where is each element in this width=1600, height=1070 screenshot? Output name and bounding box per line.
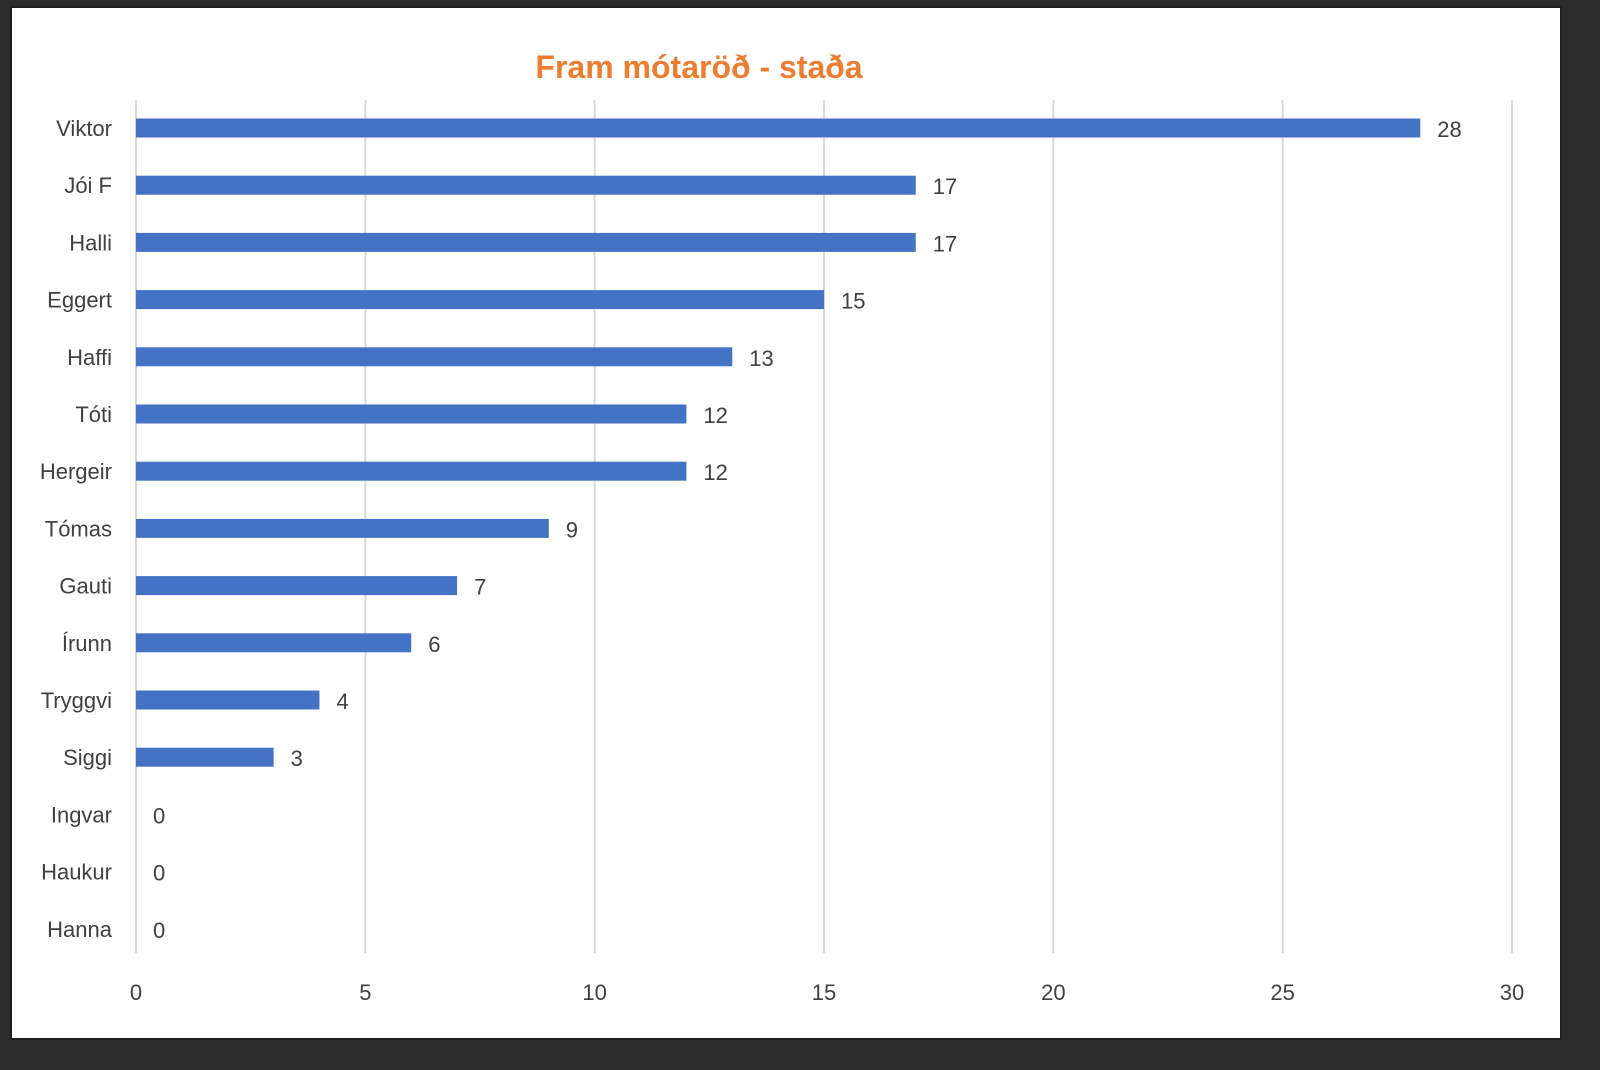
category-labels: Viktor Jói F Halli Eggert Haffi Tóti Hergeir Tó… — [40, 116, 113, 942]
bar — [136, 290, 824, 310]
bar — [136, 232, 916, 252]
bar — [136, 690, 320, 710]
x-axis-tick-labels: 0 5 10 15 20 25 30 — [130, 980, 1524, 1005]
x-tick-label: 30 — [1500, 980, 1524, 1005]
data-label: 3 — [291, 746, 303, 771]
data-label: 13 — [749, 346, 773, 371]
data-label: 17 — [933, 174, 957, 199]
data-label: 4 — [336, 689, 348, 714]
bar — [136, 118, 1421, 138]
category-label: Haffi — [67, 345, 112, 370]
x-tick-label: 5 — [359, 980, 371, 1005]
data-label: 0 — [153, 918, 165, 943]
category-label: Jói F — [64, 173, 112, 198]
category-label: Tóti — [75, 402, 112, 427]
data-label: 12 — [703, 460, 727, 485]
data-label: 6 — [428, 632, 440, 657]
data-label: 0 — [153, 861, 165, 886]
bar — [136, 518, 549, 538]
category-label: Hanna — [47, 917, 113, 942]
data-label: 15 — [841, 289, 865, 314]
x-tick-label: 25 — [1270, 980, 1294, 1005]
category-label: Halli — [69, 230, 112, 255]
bar — [136, 347, 733, 367]
category-label: Írunn — [62, 631, 112, 656]
bar — [136, 576, 458, 596]
chart-title: Fram mótaröð - staða — [535, 49, 862, 85]
data-label: 28 — [1437, 117, 1461, 142]
x-tick-label: 0 — [130, 980, 142, 1005]
x-tick-label: 10 — [582, 980, 606, 1005]
bar — [136, 175, 916, 195]
category-label: Eggert — [47, 288, 112, 313]
data-label: 0 — [153, 803, 165, 828]
category-label: Hergeir — [40, 459, 112, 484]
category-label: Ingvar — [51, 802, 112, 827]
bar-chart: Fram mótaröð - staða Viktor Jói F Halli Egg… — [40, 49, 1524, 1005]
x-tick-label: 15 — [812, 980, 836, 1005]
category-label: Tómas — [45, 516, 112, 541]
data-label: 9 — [566, 517, 578, 542]
data-label: 12 — [703, 403, 727, 428]
category-label: Tryggvi — [41, 688, 112, 713]
data-label: 17 — [933, 231, 957, 256]
data-label: 7 — [474, 575, 486, 600]
chart-area: Fram mótaröð - staða Viktor Jói F Halli Egg… — [10, 6, 1562, 1040]
bar — [136, 461, 687, 481]
category-label: Haukur — [41, 860, 112, 885]
x-tick-label: 20 — [1041, 980, 1065, 1005]
bar — [136, 633, 412, 653]
data-labels: 28 17 17 15 13 12 12 9 7 6 4 3 0 0 0 — [153, 117, 1462, 943]
bar — [136, 747, 274, 767]
bars — [136, 118, 1421, 767]
bar — [136, 404, 687, 424]
category-label: Siggi — [63, 745, 112, 770]
category-label: Gauti — [59, 574, 112, 599]
category-label: Viktor — [56, 116, 112, 141]
